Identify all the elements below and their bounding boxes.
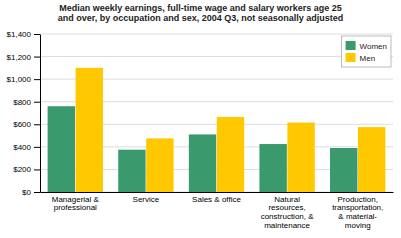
- title-line: Median weekly earnings, full-time wage a…: [59, 3, 342, 13]
- x-tick-label-line: Service: [133, 195, 160, 204]
- y-tick-mark: [34, 192, 40, 193]
- y-tick: $600: [13, 120, 40, 129]
- x-tick-label-line: Sales & office: [192, 195, 241, 204]
- y-tick: $0: [22, 188, 40, 197]
- bar: [146, 138, 173, 192]
- legend-item: Men: [346, 53, 376, 63]
- grid-line: [40, 34, 393, 35]
- legend-label: Women: [360, 42, 387, 51]
- y-tick-mark: [34, 169, 40, 170]
- x-tick-label-line: construction, &: [261, 212, 315, 221]
- x-tick: Naturalresources,construction, &maintena…: [261, 192, 315, 230]
- y-tick: $400: [13, 143, 40, 152]
- y-tick-label: $0: [22, 188, 31, 197]
- title: Median weekly earnings, full-time wage a…: [58, 3, 344, 23]
- x-tick: Production,transportation,& material-mov…: [332, 192, 383, 230]
- y-tick: $1,400: [7, 30, 40, 39]
- x-tick-label: Production,transportation,& material-mov…: [332, 195, 383, 230]
- bar: [76, 68, 103, 192]
- title-line: and over, by occupation and sex, 2004 Q3…: [58, 13, 344, 23]
- grid-line: [40, 56, 393, 57]
- legend: Women Men: [342, 36, 391, 67]
- y-axis-line: [40, 35, 41, 193]
- x-tick-label-line: Production,: [337, 195, 377, 204]
- y-tick-mark: [34, 147, 40, 148]
- bar: [48, 106, 75, 192]
- y-tick-mark: [34, 34, 40, 35]
- y-tick-label: $1,000: [7, 75, 32, 84]
- x-tick-label-line: transportation,: [332, 203, 383, 212]
- y-tick-mark: [34, 57, 40, 58]
- y-tick-label: $200: [13, 165, 31, 174]
- bar: [358, 127, 385, 192]
- legend-swatch: [346, 41, 356, 50]
- y-tick: $1,000: [7, 75, 40, 84]
- plot: $0 $200 $400 $600 $800 $1,000 $1,200 $1,400 Mana…: [7, 30, 394, 230]
- x-tick-label-line: moving: [345, 221, 371, 230]
- y-axis: $0 $200 $400 $600 $800 $1,000 $1,200 $1,400: [7, 30, 41, 197]
- bar: [259, 144, 286, 192]
- bar: [330, 148, 357, 192]
- x-tick-label: Naturalresources,construction, &maintena…: [261, 195, 315, 230]
- x-tick-label-line: Managerial &: [52, 195, 100, 204]
- chart-container: Median weekly earnings, full-time wage a…: [0, 0, 401, 238]
- legend-frame: [342, 36, 391, 67]
- bars: [48, 68, 386, 192]
- x-tick-label: Sales & office: [192, 195, 241, 204]
- y-tick-mark: [34, 102, 40, 103]
- bar: [118, 150, 145, 192]
- legend-item: Women: [346, 41, 387, 51]
- y-tick: $1,200: [7, 53, 40, 62]
- y-tick-label: $1,200: [7, 53, 32, 62]
- x-tick-label: Managerial &professional: [52, 195, 100, 213]
- y-tick-label: $800: [13, 98, 31, 107]
- x-tick-label-line: professional: [54, 203, 97, 212]
- x-tick-label-line: & material-: [338, 212, 377, 221]
- legend-swatch: [346, 53, 356, 62]
- x-tick: Sales & office: [192, 192, 241, 204]
- grid: [40, 34, 393, 192]
- y-tick: $200: [13, 165, 40, 174]
- x-tick-label-line: Natural: [274, 195, 300, 204]
- y-tick-label: $400: [13, 143, 31, 152]
- x-tick-label-line: resources,: [268, 203, 305, 212]
- x-tick-label: Service: [133, 195, 160, 204]
- y-tick-mark: [34, 124, 40, 125]
- x-axis: Managerial &professional Service Sales & o…: [41, 192, 394, 230]
- legend-label: Men: [360, 54, 376, 63]
- x-axis-line: [41, 192, 394, 193]
- chart-svg: Median weekly earnings, full-time wage a…: [0, 0, 401, 238]
- x-tick-label-line: maintenance: [264, 221, 310, 230]
- y-tick-mark: [34, 79, 40, 80]
- x-tick: Managerial &professional: [52, 192, 100, 212]
- bar: [217, 117, 244, 192]
- bar: [189, 134, 216, 192]
- y-tick-label: $600: [13, 120, 31, 129]
- y-tick-label: $1,400: [7, 30, 32, 39]
- series-1: [76, 68, 386, 192]
- bar: [287, 123, 314, 192]
- x-tick: Service: [133, 192, 160, 204]
- y-tick: $800: [13, 98, 40, 107]
